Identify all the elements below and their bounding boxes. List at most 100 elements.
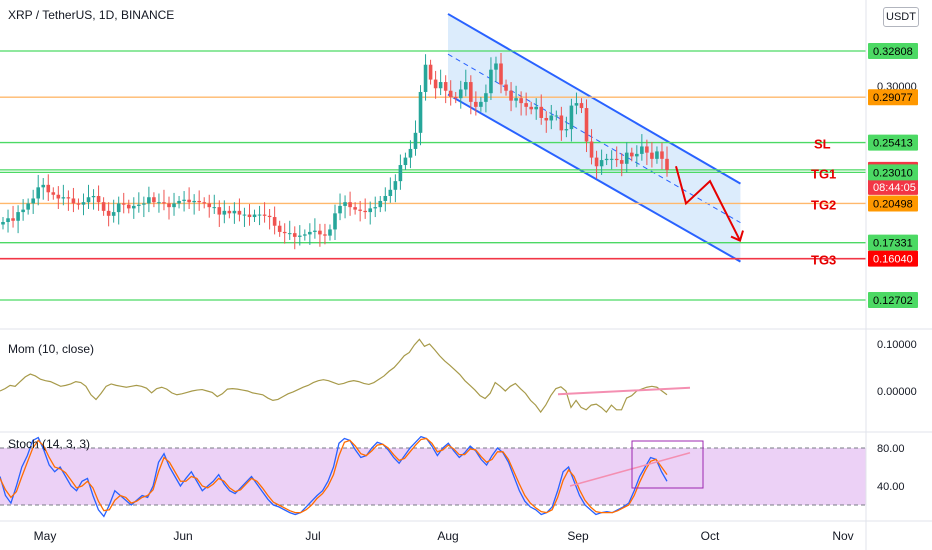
candle-body [232,210,237,214]
candle-body [202,202,207,204]
candle-body [6,218,10,223]
candle-body [297,235,302,237]
y-tick-label: 0.00000 [877,386,917,398]
candle-body [574,103,579,106]
candle-body [564,129,569,131]
projection-arrowhead [730,230,744,242]
x-tick-label: Aug [437,529,458,543]
y-tick-label: 0.10000 [877,339,917,351]
candle-body [408,148,413,158]
candle-body [655,151,659,159]
candle-body [529,106,533,110]
price-level-value: 0.23010 [873,167,913,179]
candle-body [11,218,15,221]
candle-body [212,207,217,209]
candle-body [479,101,483,107]
candle-body [368,208,373,213]
level-annotation: TG3 [811,253,836,268]
candle-body [604,158,609,161]
countdown-text: 08:44:05 [873,182,916,194]
candle-body [328,229,332,236]
candle-body [282,231,287,234]
price-level-value: 0.25413 [873,138,913,150]
candle-body [36,187,41,199]
candle-body [609,158,614,160]
candle-body [222,210,227,215]
candle-body [126,204,131,209]
candle-body [443,82,448,91]
momentum-trendline [557,386,691,396]
candle-body [1,222,5,225]
price-level-tag [868,134,918,151]
price-level-tag [868,164,918,181]
candle-body [463,82,468,90]
candle-body [469,82,473,102]
momentum-line [0,338,668,414]
candle-body [147,197,151,204]
candle-body [589,141,594,158]
x-tick-label: Nov [832,529,853,543]
candle-body [31,198,35,204]
candle-body [41,184,46,188]
candle-body [262,214,267,216]
currency-button[interactable]: USDT [883,7,919,27]
x-tick-label: May [34,529,57,543]
stoch-trendline [569,452,691,487]
candle-body [101,202,106,211]
candle-body [333,213,337,230]
candle-body [524,103,528,107]
projection-path [675,166,741,242]
candle-body [635,153,639,157]
stoch-line [0,435,668,518]
candle-body [247,214,252,218]
x-tick-label: Jun [173,529,192,543]
channel-mid-line [447,53,741,224]
candle-body [287,233,292,235]
candle-body [348,202,352,208]
candle-body [423,64,428,92]
candle-body [51,192,56,195]
candle-body [308,231,312,235]
candle-body [509,90,513,101]
price-level-value: 0.17331 [873,238,913,250]
candle-body [323,234,327,236]
candle-body [137,204,141,206]
candle-body [640,146,644,154]
x-tick-label: Jul [305,529,320,543]
y-tick-label: 40.00 [877,481,905,493]
candle-body [393,181,398,190]
candle-body [46,184,51,193]
candle-body [56,194,61,199]
candle-body [438,82,443,89]
candle-body [363,210,367,213]
candle-body [554,115,559,117]
candle-body [474,101,478,107]
price-level-value: 0.29077 [873,92,913,104]
candle-body [257,214,262,216]
candle-body [403,157,408,166]
candle-body [514,98,518,101]
candle-body [433,79,438,89]
candle-body [157,202,161,204]
channel-fill [448,13,741,262]
candle-body [81,202,86,205]
candle-body [167,203,171,208]
candle-body [142,203,146,205]
candle-body [594,157,599,167]
candle-body [338,205,342,214]
candle-body [629,152,634,157]
candle-body [343,202,347,206]
candle-body [650,152,654,159]
candle-body [413,132,418,149]
price-level-value: 0.12702 [873,295,913,307]
candle-body [237,210,242,215]
candle-body [121,203,126,205]
candle-body [373,207,378,209]
channel-upper-line [447,13,741,185]
candle-body [106,210,111,216]
candle-body [71,198,76,204]
candle-body [378,200,383,208]
candle-body [111,212,116,216]
price-level-tag [868,234,918,251]
